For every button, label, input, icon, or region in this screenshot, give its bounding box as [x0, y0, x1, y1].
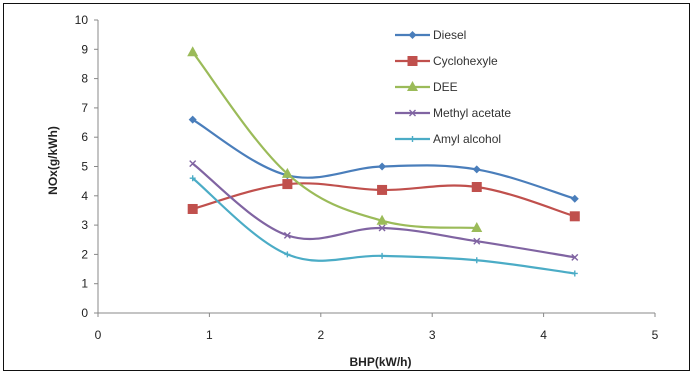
data-point-dee — [187, 46, 199, 57]
y-tick-label: 4 — [81, 189, 88, 203]
legend-marker-methyl-acetate — [409, 109, 416, 117]
data-point-cyclohexyle — [377, 184, 388, 195]
data-point-methyl-acetate — [283, 231, 291, 239]
x-tick-label: 0 — [95, 328, 102, 342]
x-tick-label: 5 — [652, 328, 659, 342]
data-point-methyl-acetate — [571, 253, 579, 261]
legend-marker-dee — [407, 81, 418, 91]
data-point-diesel — [472, 165, 481, 174]
legend-layer: Diesel Cyclohexyle DEE Methyl acetate Amyl a… — [395, 28, 511, 146]
legend-marker-diesel — [408, 31, 417, 39]
legend-label-amyl-alcohol: Amyl alcohol — [433, 132, 501, 146]
data-point-amyl-alcohol — [379, 252, 386, 259]
legend-item-diesel: Diesel — [395, 28, 466, 42]
series-line-dee — [191, 51, 477, 230]
y-tick-label: 6 — [81, 130, 88, 144]
x-tick-label: 2 — [317, 328, 324, 342]
data-point-methyl-acetate — [473, 237, 481, 245]
y-tick-label: 2 — [81, 247, 88, 261]
series-line-methyl-acetate — [192, 162, 575, 259]
legend-item-dee: DEE — [395, 80, 458, 94]
y-tick-label: 9 — [81, 42, 88, 56]
data-point-diesel — [570, 194, 579, 203]
y-tick-label: 3 — [81, 218, 88, 232]
series-line-amyl-alcohol — [192, 177, 575, 275]
data-point-dee — [376, 214, 388, 225]
series-dee — [187, 46, 483, 233]
data-point-cyclohexyle — [471, 182, 482, 193]
series-methyl-acetate — [189, 160, 579, 261]
data-point-dee — [471, 222, 483, 233]
data-point-methyl-acetate — [378, 224, 386, 232]
x-tick-label: 4 — [540, 328, 547, 342]
legend-marker-cyclohexyle — [407, 56, 418, 66]
y-tick-label: 1 — [81, 277, 88, 291]
data-point-methyl-acetate — [189, 160, 197, 168]
data-point-cyclohexyle — [569, 211, 580, 222]
y-tick-label: 5 — [81, 160, 88, 174]
legend-item-cyclohexyle: Cyclohexyle — [395, 54, 498, 68]
y-tick-label: 10 — [75, 13, 89, 27]
y-tick-label: 0 — [81, 306, 88, 320]
data-point-amyl-alcohol — [571, 270, 578, 277]
x-axis-title: BHP(kW/h) — [350, 355, 412, 369]
legend-label-diesel: Diesel — [433, 28, 466, 42]
x-tick-label: 1 — [206, 328, 213, 342]
data-point-dee — [281, 167, 293, 178]
data-point-amyl-alcohol — [284, 251, 291, 258]
legend-item-amyl-alcohol: Amyl alcohol — [395, 132, 501, 146]
chart-frame: 0 1 2 3 4 5 6 7 8 9 10 0 1 2 3 4 5 BHP(kW/h) NOx(g/kWh) Di… — [3, 3, 690, 371]
legend-marker-amyl-alcohol — [409, 136, 416, 142]
data-point-diesel — [188, 115, 197, 124]
y-axis-title: NOx(g/kWh) — [46, 126, 60, 195]
series-layer — [187, 46, 580, 277]
axes-layer: 0 1 2 3 4 5 6 7 8 9 10 0 1 2 3 4 5 BHP(kW/h) NOx(g/kWh) — [46, 13, 659, 369]
series-cyclohexyle — [187, 179, 580, 222]
y-tick-label: 7 — [81, 101, 88, 115]
data-point-cyclohexyle — [187, 203, 198, 214]
chart-svg: 0 1 2 3 4 5 6 7 8 9 10 0 1 2 3 4 5 BHP(kW/h) NOx(g/kWh) Di… — [46, 13, 659, 369]
data-point-cyclohexyle — [282, 179, 293, 190]
data-point-amyl-alcohol — [189, 175, 196, 182]
y-tick-label: 8 — [81, 72, 88, 86]
legend-item-methyl-acetate: Methyl acetate — [395, 106, 511, 120]
legend-label-cyclohexyle: Cyclohexyle — [433, 54, 498, 68]
legend-label-methyl-acetate: Methyl acetate — [433, 106, 511, 120]
data-point-diesel — [378, 162, 387, 171]
x-tick-label: 3 — [429, 328, 436, 342]
data-point-amyl-alcohol — [473, 257, 480, 264]
legend-label-dee: DEE — [433, 80, 458, 94]
series-amyl-alcohol — [189, 175, 578, 277]
